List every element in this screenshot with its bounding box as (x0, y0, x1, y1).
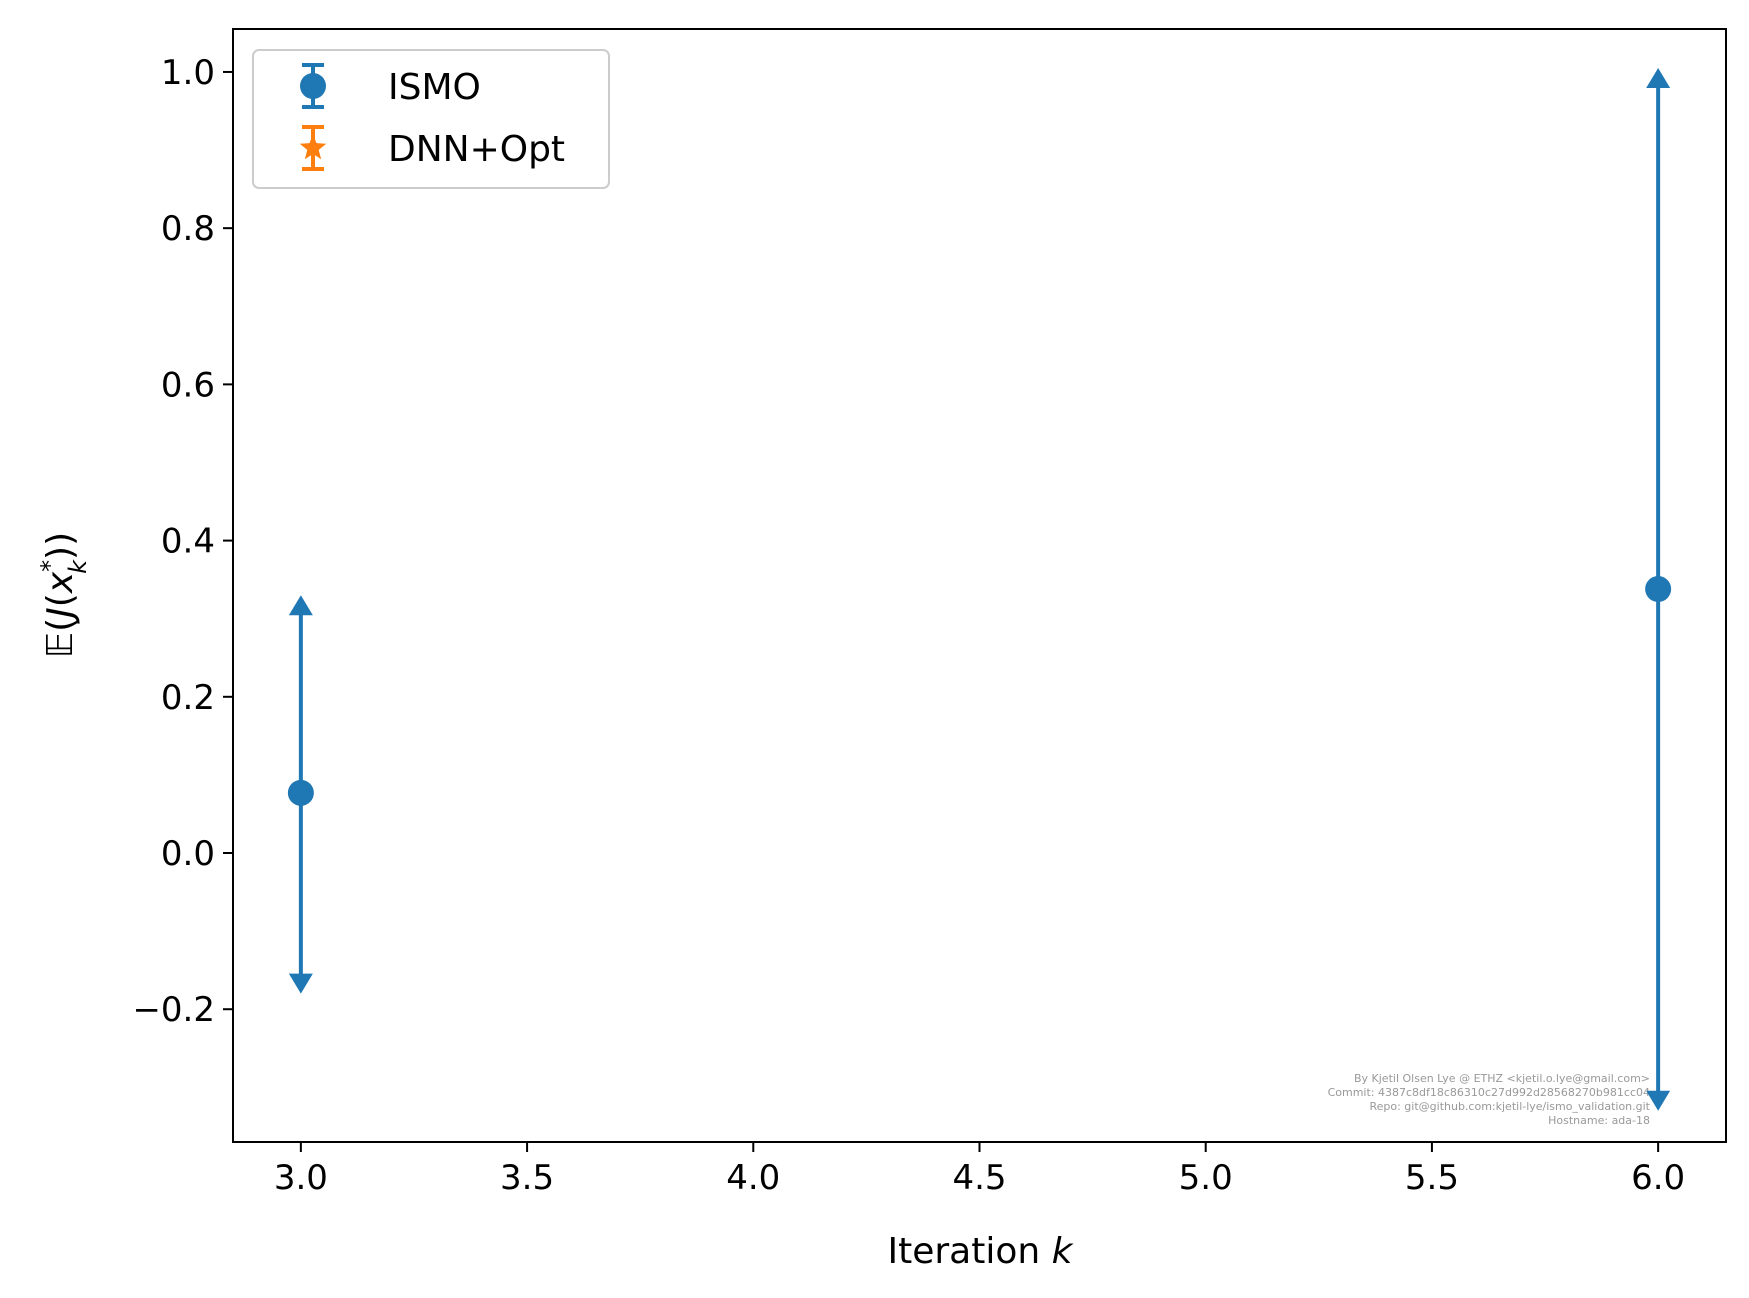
y-label-x: x (40, 571, 81, 594)
legend-entry-ismo: ISMO (300, 63, 481, 109)
x-tick-label: 4.5 (952, 1158, 1006, 1198)
data-point (1645, 576, 1672, 603)
error-arrow-up (288, 595, 313, 616)
y-axis-label: 𝔼(J(x*k)) (36, 532, 92, 658)
watermark: By Kjetil Olsen Lye @ ETHZ <kjetil.o.lye… (1328, 1072, 1651, 1127)
y-tick-label: 0.8 (161, 209, 215, 249)
y-label-subscript-k: k (64, 559, 92, 574)
legend-entry-dnn-opt: DNN+Opt (299, 125, 565, 171)
y-tick-label: 0.2 (161, 678, 215, 718)
x-tick-label: 5.0 (1179, 1158, 1233, 1198)
error-arrow-up (1646, 68, 1671, 89)
error-arrow-down (1646, 1090, 1671, 1111)
y-axis: −0.2 0.0 0.2 0.4 0.6 0.8 1.0 (132, 53, 233, 1030)
x-tick-label: 3.0 (274, 1158, 328, 1198)
data-point (287, 779, 314, 806)
data-marks (287, 68, 1672, 1111)
y-tick-label: 1.0 (161, 53, 215, 93)
x-axis-label-variable: k (1052, 1231, 1075, 1272)
x-axis-label: Iteration k (887, 1231, 1074, 1272)
y-label-expect: 𝔼( (40, 618, 81, 658)
watermark-line-4: Hostname: ada-18 (1548, 1114, 1650, 1127)
x-tick-label: 5.5 (1405, 1158, 1459, 1198)
y-tick-label: 0.6 (161, 365, 215, 405)
y-tick-label: 0.0 (161, 834, 215, 874)
watermark-line-3: Repo: git@github.com:kjetil-lye/ismo_val… (1369, 1100, 1650, 1113)
legend-star-marker (299, 134, 327, 160)
x-tick-label: 6.0 (1631, 1158, 1685, 1198)
watermark-line-2: Commit: 4387c8df18c86310c27d992d28568270… (1328, 1086, 1650, 1099)
x-tick-label: 3.5 (500, 1158, 554, 1198)
legend-label-dnn-opt: DNN+Opt (388, 129, 565, 170)
legend-circle-marker (300, 73, 326, 99)
x-axis: 3.0 3.5 4.0 4.5 5.0 5.5 6.0 (274, 1142, 1685, 1198)
legend: ISMO DNN+Opt (252, 49, 610, 189)
legend-marker-dnn-opt (299, 125, 327, 171)
legend-marker-ismo (300, 63, 326, 109)
watermark-line-1: By Kjetil Olsen Lye @ ETHZ <kjetil.o.lye… (1354, 1072, 1650, 1085)
y-label-open-paren: ( (40, 593, 81, 607)
x-tick-label: 4.0 (726, 1158, 780, 1198)
y-tick-label: −0.2 (132, 990, 215, 1030)
error-arrow-down (288, 973, 313, 994)
y-label-close-parens: )) (40, 532, 81, 560)
y-tick-label: 0.4 (161, 522, 215, 562)
legend-box (252, 49, 610, 189)
y-label-star: * (36, 560, 64, 572)
x-axis-label-text: Iteration (887, 1231, 1040, 1272)
legend-label-ismo: ISMO (388, 67, 481, 108)
